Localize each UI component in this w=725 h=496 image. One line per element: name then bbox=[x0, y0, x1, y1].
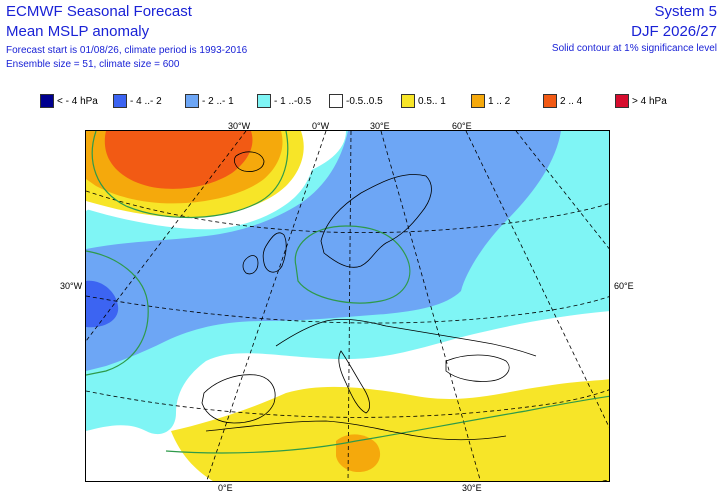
color-legend: < - 4 hPa - 4 ..- 2 - 2 ..- 1 - 1 ..-0.5… bbox=[0, 93, 725, 111]
map-canvas bbox=[86, 131, 609, 481]
legend-item: 2 .. 4 bbox=[543, 93, 582, 109]
legend-label: - 4 ..- 2 bbox=[130, 95, 162, 107]
system-label: System 5 bbox=[654, 3, 717, 20]
anomaly-region-dark-blue bbox=[86, 280, 119, 328]
legend-label: 1 .. 2 bbox=[488, 95, 511, 107]
legend-swatch bbox=[113, 94, 127, 108]
coast-greenland-iceland bbox=[234, 151, 265, 172]
coast-iberia bbox=[201, 374, 276, 424]
chart-subtitle: Mean MSLP anomaly bbox=[6, 23, 150, 40]
legend-swatch bbox=[471, 94, 485, 108]
legend-label: - 1 ..-0.5 bbox=[274, 95, 312, 107]
anomaly-region-orange-south bbox=[336, 434, 381, 473]
legend-label: 2 .. 4 bbox=[560, 95, 583, 107]
coast-british-isles bbox=[262, 232, 287, 273]
legend-label: - 2 ..- 1 bbox=[202, 95, 234, 107]
forecast-info: Forecast start is 01/08/26, climate peri… bbox=[6, 45, 248, 56]
legend-label: < - 4 hPa bbox=[57, 95, 98, 107]
coast-italy bbox=[338, 350, 370, 414]
legend-label: 0.5.. 1 bbox=[418, 95, 446, 107]
ensemble-info: Ensemble size = 51, climate size = 600 bbox=[6, 59, 180, 70]
lon-label-bottom-0e: 0°E bbox=[218, 483, 233, 493]
lon-label-top-0w: 0°W bbox=[312, 121, 330, 131]
lon-label-top-30e: 30°E bbox=[370, 121, 390, 131]
coast-ireland bbox=[242, 255, 259, 275]
chart-title: ECMWF Seasonal Forecast bbox=[6, 3, 192, 20]
lon-label-top-30w: 30°W bbox=[228, 121, 251, 131]
legend-item: -0.5..0.5 bbox=[329, 93, 383, 109]
significance-note: Solid contour at 1% significance level bbox=[551, 43, 717, 54]
coast-mainland-europe bbox=[275, 318, 537, 357]
legend-swatch bbox=[40, 94, 54, 108]
anomaly-map bbox=[85, 130, 610, 482]
lon-label-bottom-30e: 30°E bbox=[462, 483, 482, 493]
legend-swatch bbox=[401, 94, 415, 108]
legend-swatch bbox=[543, 94, 557, 108]
coast-north-africa bbox=[205, 420, 507, 441]
anomaly-region-red-nw bbox=[104, 131, 253, 189]
legend-item: - 2 ..- 1 bbox=[185, 93, 234, 109]
significance-contours bbox=[86, 131, 609, 454]
lon-label-right-60e: 60°E bbox=[614, 281, 634, 291]
graticule bbox=[86, 131, 609, 481]
legend-item: < - 4 hPa bbox=[40, 93, 98, 109]
legend-label: -0.5..0.5 bbox=[346, 95, 383, 107]
lon-label-top-60e: 60°E bbox=[452, 121, 472, 131]
anomaly-region-yellow-south bbox=[171, 379, 609, 481]
coast-scandinavia bbox=[320, 174, 432, 268]
lon-label-left-30w: 30°W bbox=[60, 281, 83, 291]
coast-black-sea bbox=[445, 354, 510, 382]
legend-swatch bbox=[329, 94, 343, 108]
legend-item: 1 .. 2 bbox=[471, 93, 510, 109]
legend-item: 0.5.. 1 bbox=[401, 93, 446, 109]
season-label: DJF 2026/27 bbox=[631, 23, 717, 40]
legend-item: > 4 hPa bbox=[615, 93, 667, 109]
legend-item: - 4 ..- 2 bbox=[113, 93, 162, 109]
legend-swatch bbox=[257, 94, 271, 108]
legend-swatch bbox=[185, 94, 199, 108]
legend-swatch bbox=[615, 94, 629, 108]
legend-label: > 4 hPa bbox=[632, 95, 667, 107]
coastlines bbox=[201, 151, 537, 441]
legend-item: - 1 ..-0.5 bbox=[257, 93, 311, 109]
